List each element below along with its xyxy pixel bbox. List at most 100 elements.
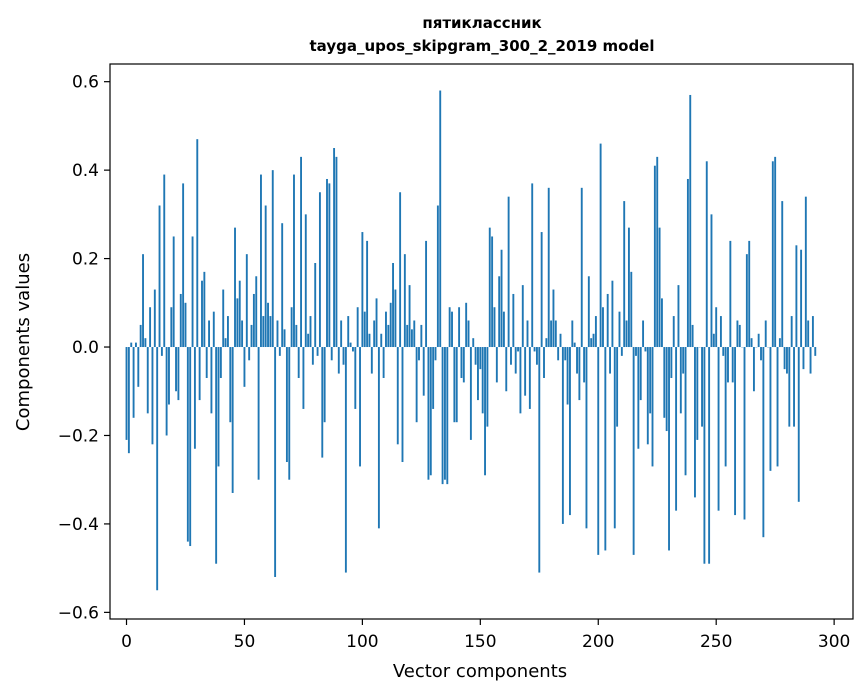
bar-component-102	[366, 240, 369, 348]
bar-component-258	[734, 347, 737, 516]
bar-component-183	[557, 347, 560, 361]
bar-component-154	[488, 227, 491, 348]
bar-component-121	[410, 329, 413, 348]
bar-component-260	[738, 324, 741, 348]
x-tick-label: 0	[121, 632, 132, 652]
bar-component-67	[283, 329, 286, 348]
bar-component-119	[406, 324, 409, 348]
bar-component-22	[177, 347, 180, 401]
x-tick-label: 100	[346, 632, 378, 652]
bar-component-270	[762, 347, 765, 538]
bar-component-158	[498, 276, 501, 348]
bar-component-25	[184, 302, 187, 348]
bar-component-152	[484, 347, 486, 476]
bar-component-66	[281, 223, 284, 348]
bar-component-225	[656, 156, 659, 348]
x-axis-label: Vector components	[393, 661, 567, 682]
bar-component-163	[510, 347, 512, 365]
bar-component-190	[573, 342, 576, 348]
y-tick-label: −0.4	[58, 515, 99, 535]
bar-component-215	[632, 347, 635, 555]
chart-title: пятиклассник	[422, 14, 541, 32]
bar-component-180	[550, 320, 553, 348]
bar-component-26	[186, 347, 189, 542]
bar-component-62	[271, 170, 274, 348]
bar-component-289	[807, 320, 810, 348]
bar-component-5	[137, 347, 140, 387]
bar-component-132	[436, 205, 439, 348]
bar-component-130	[432, 347, 435, 409]
bar-component-76	[304, 214, 307, 348]
bar-component-97	[354, 347, 357, 409]
bar-component-223	[651, 347, 654, 467]
bar-component-248	[710, 214, 713, 348]
bar-component-124	[418, 347, 420, 361]
bar-component-56	[257, 347, 260, 480]
bar-component-257	[731, 347, 734, 383]
bar-component-164	[512, 293, 515, 348]
bar-component-114	[394, 289, 397, 348]
bar-component-69	[288, 347, 291, 480]
bar-component-281	[788, 347, 791, 427]
bar-component-33	[203, 271, 206, 348]
bar-component-282	[790, 316, 793, 348]
bar-component-170	[526, 320, 529, 348]
bar-component-7	[142, 254, 144, 348]
bar-component-143	[462, 347, 465, 383]
bar-component-179	[547, 187, 550, 348]
bar-component-101	[363, 311, 366, 348]
bar-component-274	[771, 161, 774, 348]
bar-component-209	[618, 311, 621, 348]
bar-component-65	[278, 347, 281, 356]
bars-group	[125, 90, 817, 591]
bar-component-139	[453, 347, 456, 423]
bar-component-116	[399, 192, 402, 348]
bar-component-24	[182, 183, 185, 348]
bar-component-118	[403, 254, 406, 348]
bar-component-98	[356, 307, 359, 348]
bar-component-48	[238, 280, 241, 348]
axes-group: 0 50 100 150 200 250 300 −0.6 −0.4 −0.2 0.0 0.2 0.4 0…	[58, 63, 854, 652]
bar-component-191	[576, 347, 578, 374]
bar-component-120	[408, 285, 411, 348]
bar-component-157	[495, 347, 498, 383]
bar-component-239	[689, 94, 692, 348]
y-tick-label: 0.0	[72, 338, 99, 358]
bar-component-199	[594, 316, 597, 348]
bar-component-227	[661, 298, 663, 348]
bar-component-264	[748, 240, 751, 348]
bar-component-104	[370, 347, 373, 374]
bar-component-207	[613, 347, 616, 529]
bar-component-205	[609, 347, 611, 374]
bar-component-252	[719, 316, 722, 348]
bar-component-93	[344, 347, 347, 573]
bar-component-87	[330, 347, 333, 361]
x-tick-label: 250	[700, 632, 732, 652]
y-tick-label: 0.2	[72, 250, 99, 270]
bar-component-160	[502, 311, 505, 348]
bar-component-268	[757, 333, 760, 348]
bar-component-273	[769, 347, 772, 471]
bar-component-12	[153, 289, 156, 348]
bar-component-106	[375, 298, 378, 348]
bar-component-238	[686, 178, 689, 348]
bar-component-233	[675, 347, 678, 511]
bar-component-58	[262, 316, 265, 348]
bar-component-92	[342, 347, 345, 365]
bar-component-224	[653, 165, 656, 348]
bar-component-95	[349, 342, 352, 348]
bar-component-73	[297, 347, 300, 378]
bar-component-94	[347, 316, 350, 348]
bar-component-31	[198, 347, 201, 401]
bar-component-192	[578, 347, 581, 401]
bar-component-52	[248, 347, 251, 361]
bar-component-129	[429, 347, 432, 476]
bar-component-138	[451, 311, 453, 348]
bar-component-136	[446, 347, 449, 485]
bar-component-140	[455, 347, 458, 423]
bar-component-13	[156, 347, 159, 591]
bar-component-1	[127, 347, 130, 454]
bar-component-81	[316, 347, 319, 356]
bar-component-35	[208, 320, 211, 348]
